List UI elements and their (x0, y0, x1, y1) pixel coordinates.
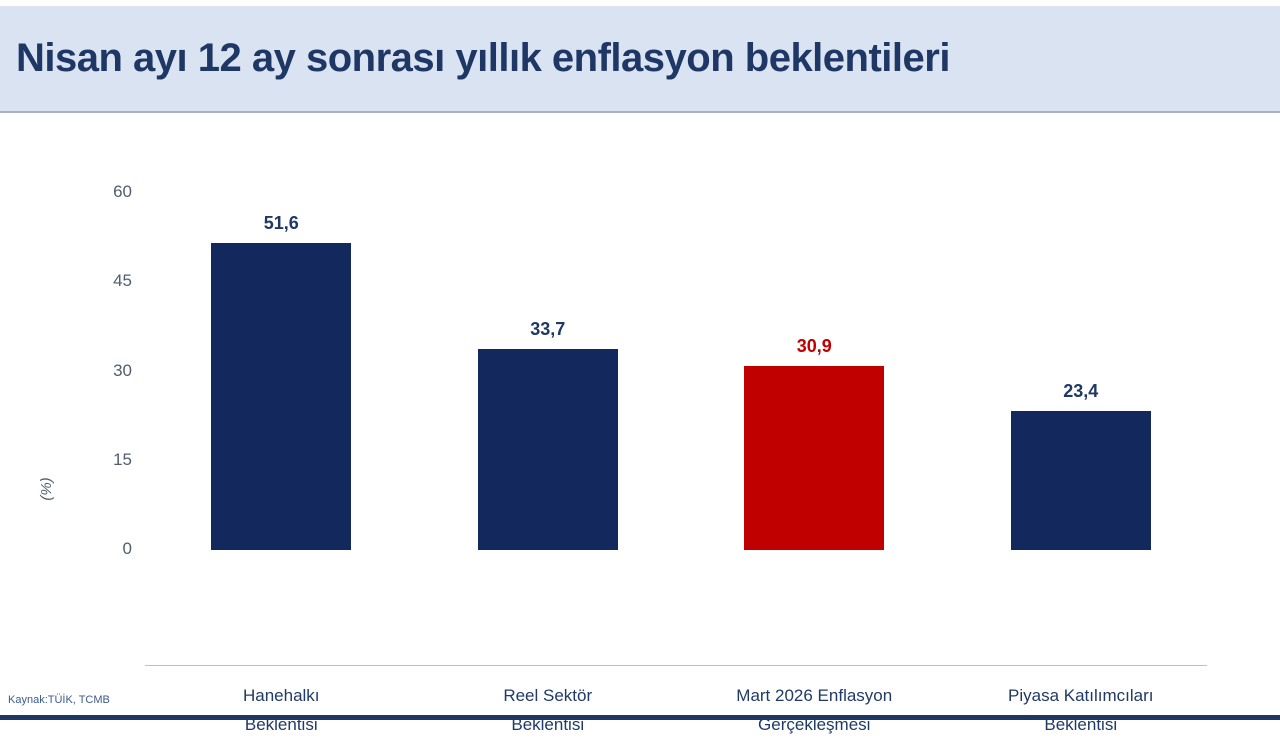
title-banner: Nisan ayı 12 ay sonrası yıllık enflasyon… (0, 6, 1280, 113)
bar-value-label: 51,6 (263, 213, 299, 233)
bar-value-label: 30,9 (796, 336, 832, 356)
bar-chart: 0 15 30 45 60 (%) 51,6 33,7 30,9 23,4 Hanehalkı… (0, 115, 1280, 734)
category-label: Piyasa Katılımcıları Beklentisi (1008, 686, 1154, 734)
y-tick-label: 0 (122, 539, 132, 558)
bar (477, 349, 618, 550)
bar (211, 243, 352, 550)
category-label: Mart 2026 Enflasyon Gerçekleşmesi (736, 686, 893, 734)
y-tick-label: 30 (113, 360, 132, 380)
category-label: Reel Sektör Beklentisi (503, 686, 593, 734)
y-axis-label: (%) (38, 477, 55, 501)
category-label: Hanehalkı Beklentisi (242, 686, 320, 734)
page-title: Nisan ayı 12 ay sonrası yıllık enflasyon… (16, 36, 950, 80)
y-tick-label: 60 (113, 182, 132, 201)
bar-value-label: 23,4 (1063, 381, 1099, 401)
bar (744, 366, 885, 550)
source-note: Kaynak:TÜİK, TCMB (8, 694, 110, 706)
x-axis-line (145, 665, 1207, 666)
y-tick-label: 15 (113, 449, 132, 469)
bar (1010, 411, 1151, 550)
bar-value-label: 33,7 (530, 319, 566, 339)
y-tick-label: 45 (113, 271, 132, 291)
footer-bar (0, 715, 1280, 720)
